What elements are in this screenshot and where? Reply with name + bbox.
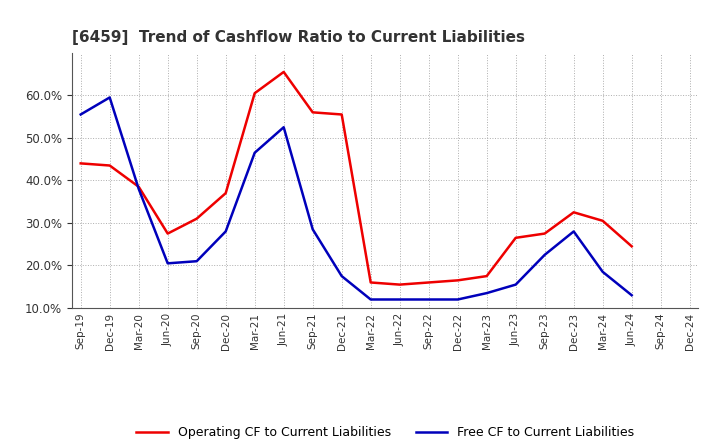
Operating CF to Current Liabilities bbox=[424, 280, 433, 285]
Free CF to Current Liabilities bbox=[395, 297, 404, 302]
Free CF to Current Liabilities bbox=[192, 259, 201, 264]
Free CF to Current Liabilities bbox=[163, 260, 172, 266]
Free CF to Current Liabilities bbox=[76, 112, 85, 117]
Text: [6459]  Trend of Cashflow Ratio to Current Liabilities: [6459] Trend of Cashflow Ratio to Curren… bbox=[72, 29, 525, 45]
Free CF to Current Liabilities bbox=[251, 150, 259, 155]
Operating CF to Current Liabilities bbox=[279, 69, 288, 74]
Free CF to Current Liabilities bbox=[627, 293, 636, 298]
Operating CF to Current Liabilities bbox=[192, 216, 201, 221]
Free CF to Current Liabilities bbox=[570, 229, 578, 234]
Operating CF to Current Liabilities bbox=[338, 112, 346, 117]
Operating CF to Current Liabilities bbox=[76, 161, 85, 166]
Free CF to Current Liabilities bbox=[454, 297, 462, 302]
Operating CF to Current Liabilities bbox=[308, 110, 317, 115]
Line: Free CF to Current Liabilities: Free CF to Current Liabilities bbox=[81, 98, 631, 300]
Legend: Operating CF to Current Liabilities, Free CF to Current Liabilities: Operating CF to Current Liabilities, Fre… bbox=[131, 422, 639, 440]
Operating CF to Current Liabilities bbox=[163, 231, 172, 236]
Free CF to Current Liabilities bbox=[511, 282, 520, 287]
Free CF to Current Liabilities bbox=[105, 95, 114, 100]
Operating CF to Current Liabilities bbox=[105, 163, 114, 168]
Operating CF to Current Liabilities bbox=[395, 282, 404, 287]
Operating CF to Current Liabilities bbox=[366, 280, 375, 285]
Operating CF to Current Liabilities bbox=[627, 244, 636, 249]
Free CF to Current Liabilities bbox=[424, 297, 433, 302]
Free CF to Current Liabilities bbox=[221, 229, 230, 234]
Free CF to Current Liabilities bbox=[338, 273, 346, 279]
Operating CF to Current Liabilities bbox=[251, 91, 259, 96]
Operating CF to Current Liabilities bbox=[570, 209, 578, 215]
Operating CF to Current Liabilities bbox=[482, 273, 491, 279]
Operating CF to Current Liabilities bbox=[511, 235, 520, 240]
Operating CF to Current Liabilities bbox=[598, 218, 607, 224]
Free CF to Current Liabilities bbox=[482, 290, 491, 296]
Line: Operating CF to Current Liabilities: Operating CF to Current Liabilities bbox=[81, 72, 631, 285]
Free CF to Current Liabilities bbox=[541, 252, 549, 257]
Operating CF to Current Liabilities bbox=[541, 231, 549, 236]
Operating CF to Current Liabilities bbox=[454, 278, 462, 283]
Free CF to Current Liabilities bbox=[308, 227, 317, 232]
Free CF to Current Liabilities bbox=[598, 269, 607, 275]
Free CF to Current Liabilities bbox=[279, 125, 288, 130]
Operating CF to Current Liabilities bbox=[135, 184, 143, 189]
Free CF to Current Liabilities bbox=[366, 297, 375, 302]
Operating CF to Current Liabilities bbox=[221, 191, 230, 196]
Free CF to Current Liabilities bbox=[135, 186, 143, 191]
